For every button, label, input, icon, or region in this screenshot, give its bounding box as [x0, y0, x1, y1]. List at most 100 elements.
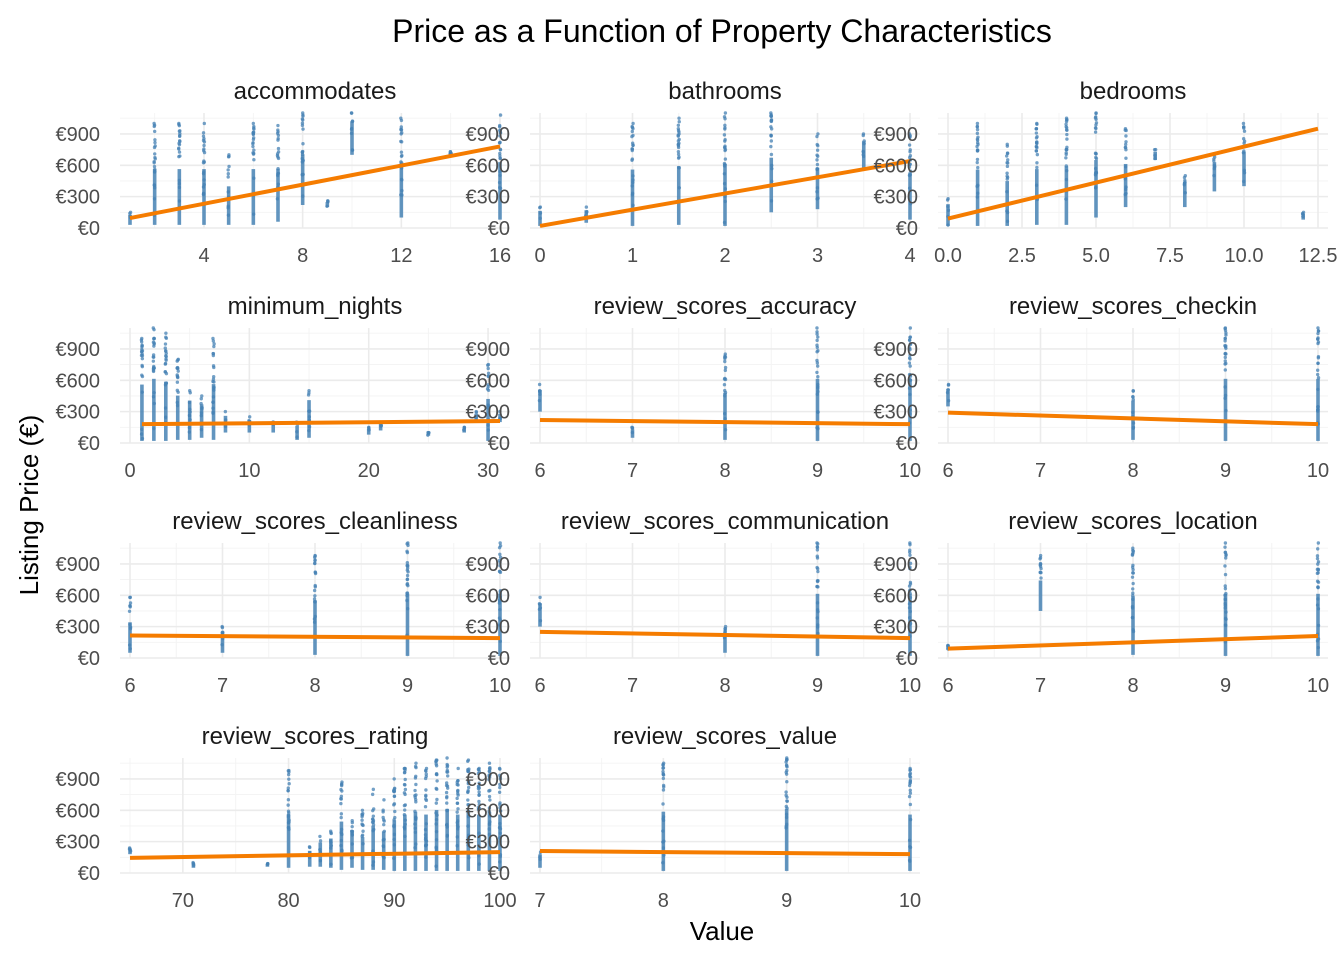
trend-line — [129, 633, 501, 641]
data-point — [339, 782, 344, 787]
data-point — [816, 609, 820, 614]
data-point — [815, 364, 820, 368]
data-point — [784, 770, 788, 775]
point-cluster — [403, 814, 407, 871]
data-point — [1223, 351, 1228, 356]
point-cluster — [371, 825, 375, 870]
point-cluster — [538, 603, 542, 627]
data-point — [223, 424, 228, 429]
data-point — [907, 361, 912, 365]
data-point — [630, 141, 635, 145]
data-point — [661, 846, 666, 850]
trend-line — [947, 410, 1319, 427]
data-point — [498, 589, 503, 593]
data-point — [1131, 587, 1135, 591]
point-cluster — [445, 808, 449, 871]
data-point — [175, 373, 179, 377]
data-point — [1242, 168, 1246, 173]
y-tick-label: €0 — [78, 648, 100, 670]
data-point — [339, 815, 343, 820]
facet-title: review_scores_communication — [561, 508, 889, 535]
data-point — [399, 150, 404, 154]
data-point — [631, 203, 635, 208]
x-tick-label: 9 — [1220, 460, 1231, 482]
data-point — [1224, 408, 1228, 413]
data-point — [676, 152, 681, 157]
data-point — [975, 195, 980, 199]
data-point — [1241, 121, 1246, 126]
point-cluster — [175, 395, 180, 440]
data-point — [212, 385, 216, 389]
data-point — [164, 415, 168, 419]
data-point — [497, 180, 502, 185]
data-point — [313, 561, 317, 565]
data-point — [202, 149, 206, 153]
y-tick-label: €600 — [466, 155, 511, 177]
data-point — [226, 213, 231, 217]
data-point — [349, 131, 354, 136]
data-point — [785, 780, 789, 784]
data-point — [975, 121, 980, 126]
data-point — [676, 123, 681, 127]
data-point — [722, 172, 727, 176]
data-point — [946, 223, 950, 227]
data-point — [382, 829, 386, 833]
data-point — [140, 343, 144, 347]
data-point — [1242, 141, 1246, 145]
data-point — [413, 826, 417, 830]
data-point — [226, 172, 230, 176]
data-point — [815, 554, 819, 558]
data-point — [381, 815, 385, 820]
data-point — [456, 793, 460, 797]
data-point — [187, 430, 192, 434]
data-point — [456, 827, 460, 831]
data-point — [211, 406, 215, 410]
data-point — [723, 148, 727, 153]
data-point — [140, 390, 144, 394]
data-point — [371, 823, 376, 827]
data-point — [1316, 580, 1321, 584]
data-point — [815, 134, 819, 139]
data-point — [1224, 610, 1228, 614]
data-point — [661, 802, 665, 806]
data-point — [1223, 545, 1227, 549]
data-point — [301, 127, 305, 131]
point-cluster — [202, 169, 206, 225]
data-point — [350, 855, 355, 860]
data-point — [313, 558, 317, 563]
data-point — [202, 143, 206, 148]
data-point — [486, 428, 490, 432]
data-point — [1094, 126, 1098, 131]
data-point — [723, 194, 727, 199]
data-point — [211, 351, 216, 356]
y-tick-label: €300 — [874, 617, 919, 639]
data-point — [1039, 576, 1043, 580]
data-point — [908, 335, 912, 340]
data-point — [661, 817, 665, 821]
data-point — [392, 794, 397, 798]
data-point — [1316, 407, 1320, 412]
data-point — [152, 344, 156, 348]
data-point — [402, 791, 407, 795]
data-point — [188, 391, 192, 395]
data-point — [286, 772, 291, 777]
data-point — [313, 583, 317, 588]
y-tick-label: €600 — [466, 800, 511, 822]
x-tick-label: 7 — [1035, 460, 1046, 482]
point-cluster — [220, 631, 225, 653]
data-point — [414, 761, 418, 765]
data-point — [477, 793, 481, 797]
data-point — [1316, 585, 1320, 589]
data-point — [175, 365, 180, 370]
point-cluster — [424, 814, 428, 871]
data-point — [128, 847, 132, 851]
data-point — [414, 800, 418, 804]
trend-line — [947, 126, 1319, 221]
data-point — [413, 764, 418, 769]
data-point — [538, 619, 543, 623]
data-point — [784, 812, 789, 816]
data-point — [862, 139, 866, 143]
panel-review-scores-rating: review_scores_rating €0 €300 €600 €900 70 80 90… — [56, 723, 517, 912]
point-cluster — [350, 121, 354, 155]
data-point — [445, 768, 449, 773]
